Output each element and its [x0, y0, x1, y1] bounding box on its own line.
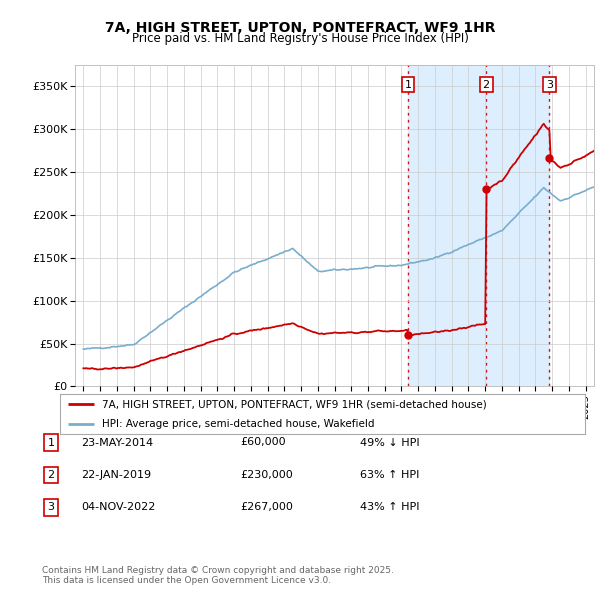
Text: 22-JAN-2019: 22-JAN-2019: [81, 470, 151, 480]
Text: 3: 3: [546, 80, 553, 90]
Text: 1: 1: [404, 80, 412, 90]
Text: 49% ↓ HPI: 49% ↓ HPI: [360, 438, 419, 447]
Text: 04-NOV-2022: 04-NOV-2022: [81, 503, 155, 512]
Text: HPI: Average price, semi-detached house, Wakefield: HPI: Average price, semi-detached house,…: [102, 419, 374, 428]
Bar: [408, 65, 550, 386]
Text: 2: 2: [482, 80, 490, 90]
Text: Price paid vs. HM Land Registry's House Price Index (HPI): Price paid vs. HM Land Registry's House …: [131, 32, 469, 45]
Text: Contains HM Land Registry data © Crown copyright and database right 2025.
This d: Contains HM Land Registry data © Crown c…: [42, 566, 394, 585]
Text: 2: 2: [47, 470, 55, 480]
Text: 7A, HIGH STREET, UPTON, PONTEFRACT, WF9 1HR (semi-detached house): 7A, HIGH STREET, UPTON, PONTEFRACT, WF9 …: [102, 399, 487, 409]
Text: £60,000: £60,000: [240, 438, 286, 447]
Text: 7A, HIGH STREET, UPTON, PONTEFRACT, WF9 1HR: 7A, HIGH STREET, UPTON, PONTEFRACT, WF9 …: [105, 21, 495, 35]
Text: 23-MAY-2014: 23-MAY-2014: [81, 438, 153, 447]
Text: 63% ↑ HPI: 63% ↑ HPI: [360, 470, 419, 480]
Text: 3: 3: [47, 503, 55, 512]
Text: £230,000: £230,000: [240, 470, 293, 480]
Text: 1: 1: [47, 438, 55, 447]
Text: 43% ↑ HPI: 43% ↑ HPI: [360, 503, 419, 512]
Text: £267,000: £267,000: [240, 503, 293, 512]
